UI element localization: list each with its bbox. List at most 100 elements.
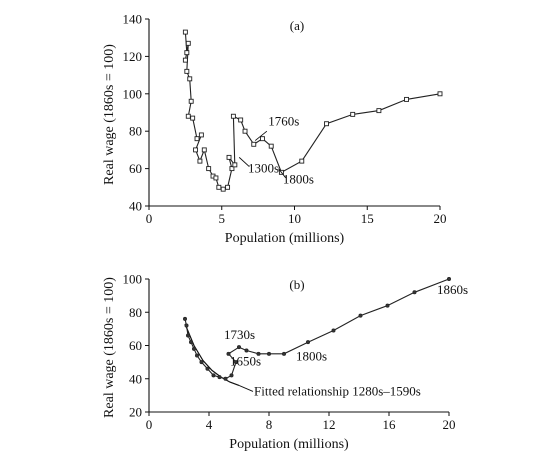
y-tick-label: 140 <box>123 12 143 27</box>
y-axis-label: Real wage (1860s = 100) <box>102 44 117 185</box>
panel-a: 0 5 10 15 20 40 60 80 100 120 140 Population (milli… <box>102 12 447 247</box>
data-point <box>216 184 222 190</box>
data-point <box>186 333 191 338</box>
y-tick-label: 20 <box>129 405 142 420</box>
data-point <box>201 147 207 153</box>
annotation-label: 1300s <box>248 160 279 175</box>
data-point <box>184 68 190 74</box>
annotation-label: 1800s <box>296 348 327 363</box>
data-point <box>230 113 236 119</box>
fitted-label-leader <box>238 384 254 392</box>
data-point <box>331 328 336 333</box>
annotation-label: 1860s <box>437 282 468 297</box>
data-point <box>192 346 197 351</box>
data-point <box>226 351 231 356</box>
data-point <box>251 141 257 147</box>
data-point <box>268 143 274 149</box>
data-point <box>299 158 305 164</box>
data-point <box>188 98 194 104</box>
data-point <box>281 351 286 356</box>
annotation-label: 1650s <box>230 353 261 368</box>
data-point <box>404 96 409 102</box>
data-point <box>185 113 191 119</box>
data-point <box>194 136 200 142</box>
data-point <box>358 313 363 318</box>
data-point <box>238 117 244 123</box>
panel-label: (a) <box>290 18 304 33</box>
data-point <box>199 360 204 365</box>
data-point <box>223 376 228 381</box>
data-point <box>266 351 271 356</box>
y-tick-label: 120 <box>123 49 143 64</box>
data-point <box>226 154 232 160</box>
data-point <box>446 276 451 281</box>
data-point <box>217 375 222 380</box>
x-tick-label: 20 <box>443 417 456 432</box>
data-point <box>220 186 226 192</box>
y-tick-label: 60 <box>129 338 142 353</box>
data-point <box>412 290 417 295</box>
data-point <box>229 373 234 378</box>
data-point <box>197 158 203 164</box>
data-point <box>184 50 190 56</box>
x-tick-label: 12 <box>323 417 336 432</box>
data-point <box>206 166 212 172</box>
y-tick-label: 100 <box>123 86 143 101</box>
annotation-leader <box>254 130 268 141</box>
x-tick-label: 16 <box>383 417 397 432</box>
panel-b: 0 4 8 12 16 20 20 40 60 80 100 Population (millions… <box>102 272 468 453</box>
annotation-leader <box>278 168 287 179</box>
data-point <box>437 91 443 97</box>
data-point <box>232 162 238 168</box>
x-tick-label: 20 <box>434 211 447 226</box>
data-point <box>190 115 196 121</box>
data-point <box>182 29 188 35</box>
data-point <box>234 360 239 365</box>
fitted-curve-label: Fitted relationship 1280s–1590s <box>254 383 421 398</box>
x-tick-label: 4 <box>206 417 213 432</box>
data-point <box>324 121 329 127</box>
x-tick-label: 8 <box>266 417 273 432</box>
panel-label: (b) <box>289 277 304 292</box>
y-tick-label: 60 <box>129 161 142 176</box>
data-point <box>256 351 261 356</box>
x-tick-label: 0 <box>146 211 153 226</box>
y-tick-label: 100 <box>123 272 143 287</box>
data-point <box>211 373 216 378</box>
data-point <box>184 323 189 328</box>
x-tick-label: 0 <box>146 417 153 432</box>
data-point <box>193 147 199 153</box>
series-line <box>184 32 441 190</box>
x-tick-label: 10 <box>288 211 301 226</box>
x-tick-label: 5 <box>219 211 226 226</box>
data-point <box>183 316 188 321</box>
data-point <box>242 128 248 134</box>
data-point <box>376 108 382 114</box>
y-tick-label: 80 <box>129 305 142 320</box>
fitted-curve <box>184 323 240 386</box>
y-axis-label: Real wage (1860s = 100) <box>102 277 117 418</box>
annotation-label: 1800s <box>283 172 314 187</box>
data-point <box>182 57 188 63</box>
data-point <box>213 175 219 181</box>
data-point <box>237 345 242 350</box>
x-tick-label: 15 <box>361 211 374 226</box>
x-axis-label: Population (millions) <box>229 437 349 452</box>
y-tick-label: 40 <box>129 199 142 214</box>
data-point <box>195 353 200 358</box>
data-point <box>198 132 204 138</box>
data-point <box>189 340 194 345</box>
data-point <box>205 366 210 371</box>
y-tick-label: 40 <box>129 371 142 386</box>
data-point <box>225 184 231 190</box>
annotation-label: 1760s <box>268 114 299 129</box>
annotation-leader <box>238 157 250 168</box>
data-point <box>187 76 193 82</box>
data-point <box>229 166 235 172</box>
data-point <box>185 40 191 46</box>
data-point <box>260 136 265 142</box>
data-point <box>305 340 310 345</box>
data-point <box>350 111 356 117</box>
y-tick-label: 80 <box>129 124 142 139</box>
